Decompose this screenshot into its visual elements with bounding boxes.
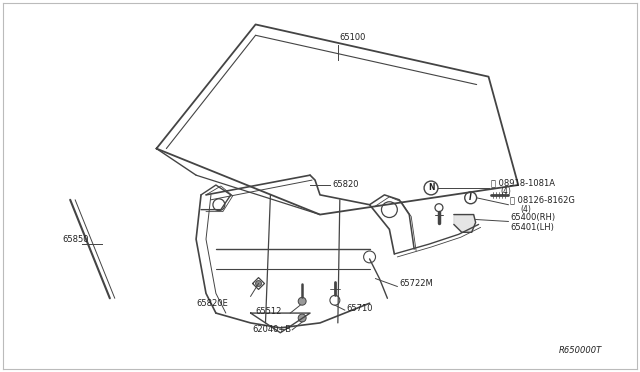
Text: R650000T: R650000T [559, 346, 602, 355]
Text: Ⓘ 08126-8162G: Ⓘ 08126-8162G [510, 195, 575, 204]
Text: 65401(LH): 65401(LH) [510, 223, 554, 232]
Text: 65512: 65512 [255, 307, 282, 315]
Text: I: I [469, 193, 472, 202]
Text: N: N [428, 183, 435, 192]
Text: 62040+B: 62040+B [253, 326, 292, 334]
Circle shape [298, 297, 306, 305]
Text: 65400(RH): 65400(RH) [510, 213, 556, 222]
Text: (4): (4) [520, 205, 531, 214]
Text: (4): (4) [500, 187, 511, 196]
Polygon shape [454, 215, 476, 232]
Circle shape [255, 280, 262, 286]
Text: 65820: 65820 [332, 180, 358, 189]
Text: 65820E: 65820E [196, 299, 228, 308]
Circle shape [298, 314, 306, 322]
Text: Ⓝ 08918-1081A: Ⓝ 08918-1081A [490, 179, 554, 187]
Text: 65100: 65100 [340, 33, 366, 42]
Text: 65850: 65850 [62, 235, 89, 244]
Text: 65722M: 65722M [399, 279, 433, 288]
Text: 65710: 65710 [347, 304, 373, 312]
